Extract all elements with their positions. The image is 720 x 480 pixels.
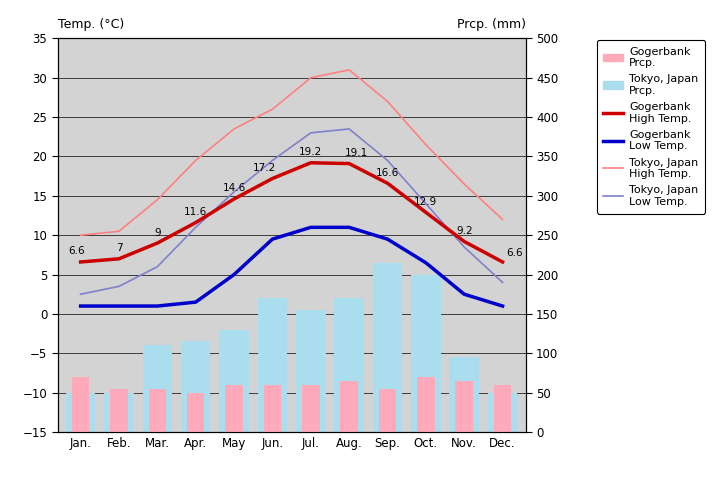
- Bar: [258, 298, 287, 432]
- Bar: [341, 381, 358, 432]
- Bar: [220, 330, 249, 432]
- Bar: [187, 393, 204, 432]
- Legend: Gogerbank
Prcp., Tokyo, Japan
Prcp., Gogerbank
High Temp., Gogerbank
Low Temp., : Gogerbank Prcp., Tokyo, Japan Prcp., Gog…: [597, 40, 705, 214]
- Bar: [296, 310, 325, 432]
- Bar: [411, 275, 441, 432]
- Text: 6.6: 6.6: [505, 248, 523, 258]
- Bar: [104, 393, 134, 432]
- Text: 9.2: 9.2: [456, 226, 472, 236]
- Bar: [373, 263, 402, 432]
- Bar: [379, 389, 396, 432]
- Bar: [488, 393, 518, 432]
- Text: 14.6: 14.6: [222, 183, 246, 193]
- Bar: [72, 377, 89, 432]
- Bar: [110, 389, 127, 432]
- Bar: [456, 381, 473, 432]
- Text: Temp. (°C): Temp. (°C): [58, 18, 124, 31]
- Text: 11.6: 11.6: [184, 207, 207, 217]
- Bar: [494, 385, 511, 432]
- Bar: [181, 341, 210, 432]
- Bar: [225, 385, 243, 432]
- Bar: [264, 385, 281, 432]
- Bar: [148, 389, 166, 432]
- Bar: [334, 298, 364, 432]
- Bar: [417, 377, 435, 432]
- Text: 16.6: 16.6: [376, 168, 399, 178]
- Text: 9: 9: [154, 228, 161, 238]
- Text: 6.6: 6.6: [68, 246, 85, 256]
- Bar: [66, 393, 95, 432]
- Text: Prcp. (mm): Prcp. (mm): [456, 18, 526, 31]
- Text: 12.9: 12.9: [414, 197, 438, 207]
- Bar: [302, 385, 320, 432]
- Text: 19.1: 19.1: [345, 148, 369, 158]
- Text: 19.2: 19.2: [299, 147, 323, 157]
- Bar: [449, 357, 479, 432]
- Text: 17.2: 17.2: [253, 163, 276, 173]
- Text: 7: 7: [116, 243, 122, 253]
- Bar: [143, 346, 172, 432]
